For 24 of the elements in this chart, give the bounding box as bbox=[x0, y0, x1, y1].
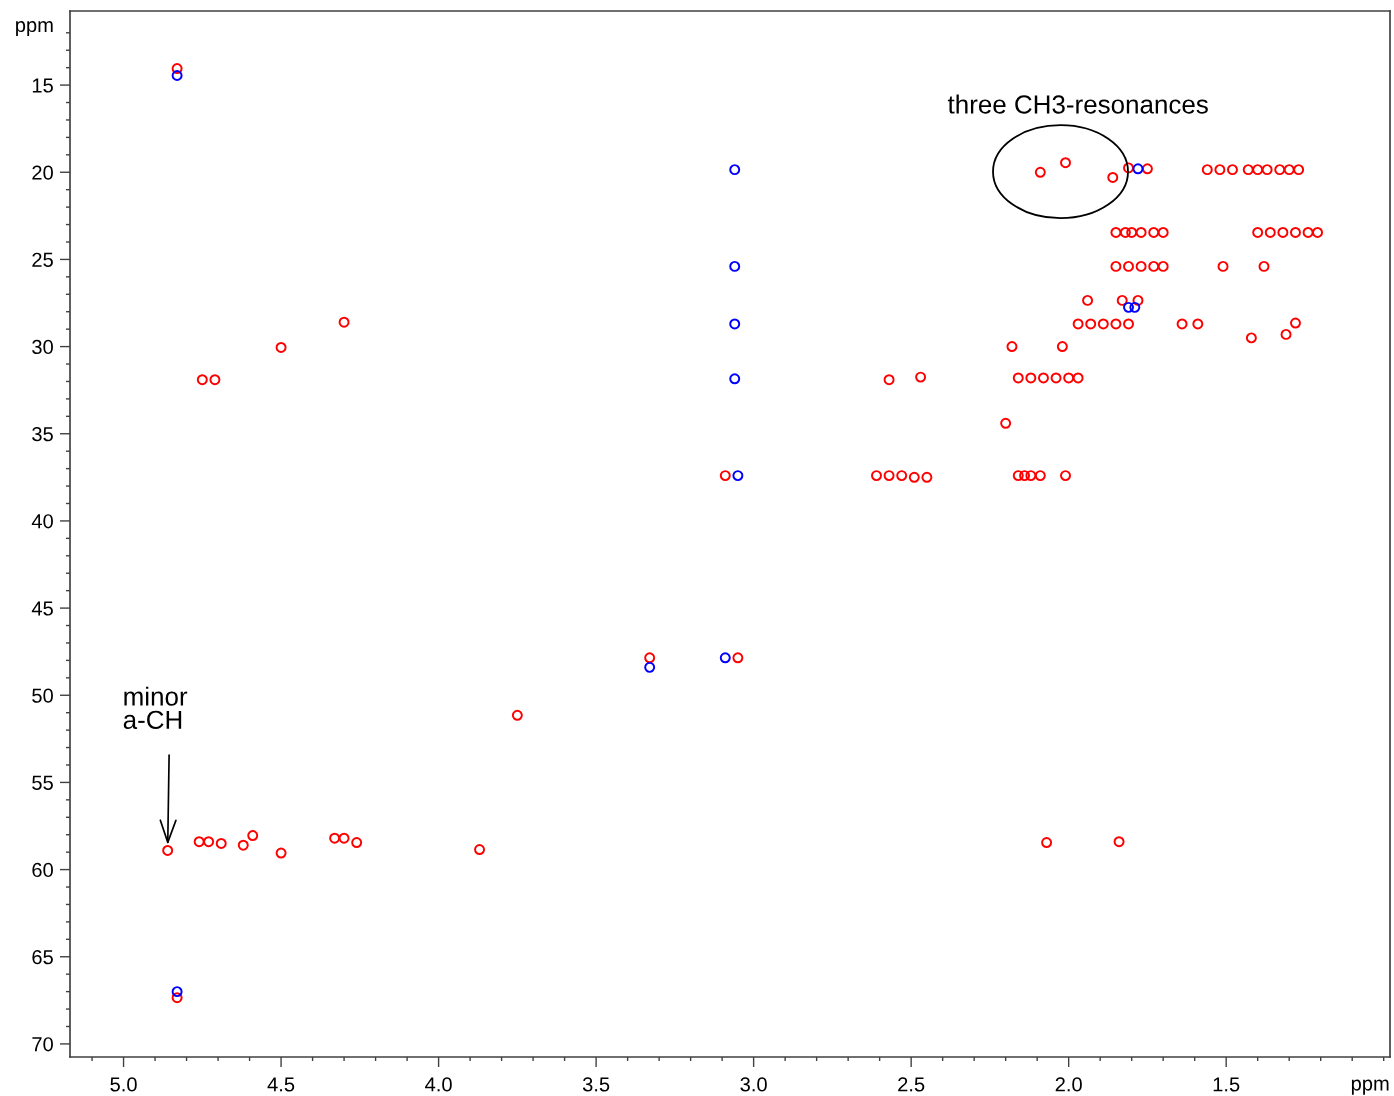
annotation: three CH3-resonances bbox=[947, 94, 1208, 114]
x-tick-label: 3.5 bbox=[582, 1077, 610, 1092]
x-tick-label: 2.5 bbox=[898, 1077, 925, 1092]
y-tick-label: 40 bbox=[31, 514, 53, 529]
x-tick-label: 3.0 bbox=[740, 1077, 767, 1092]
x-tick-label: 4.0 bbox=[425, 1077, 452, 1092]
x-tick-label: 4.5 bbox=[267, 1077, 295, 1092]
y-tick-label: 35 bbox=[32, 426, 53, 442]
y-tick-label: 45 bbox=[31, 601, 53, 616]
y-tick-label: 50 bbox=[32, 688, 53, 703]
y-tick-label: 70 bbox=[32, 1037, 53, 1052]
y-tick-label: 30 bbox=[32, 339, 53, 355]
y-tick-label: 20 bbox=[32, 165, 53, 180]
y-tick-label: 60 bbox=[32, 862, 53, 878]
y-tick-label: 55 bbox=[32, 775, 53, 790]
x-tick-label: 1.5 bbox=[1213, 1077, 1240, 1092]
y-axis-title: ppm bbox=[16, 21, 53, 37]
x-tick-label: 2.0 bbox=[1055, 1077, 1082, 1092]
x-tick-label: 5.0 bbox=[110, 1077, 137, 1092]
y-tick-label: 25 bbox=[32, 252, 53, 267]
y-tick-label: 15 bbox=[32, 78, 53, 93]
annotation: minor a-CH bbox=[123, 686, 188, 730]
x-axis-title: ppm bbox=[1351, 1079, 1389, 1095]
y-tick-label: 65 bbox=[32, 949, 53, 965]
